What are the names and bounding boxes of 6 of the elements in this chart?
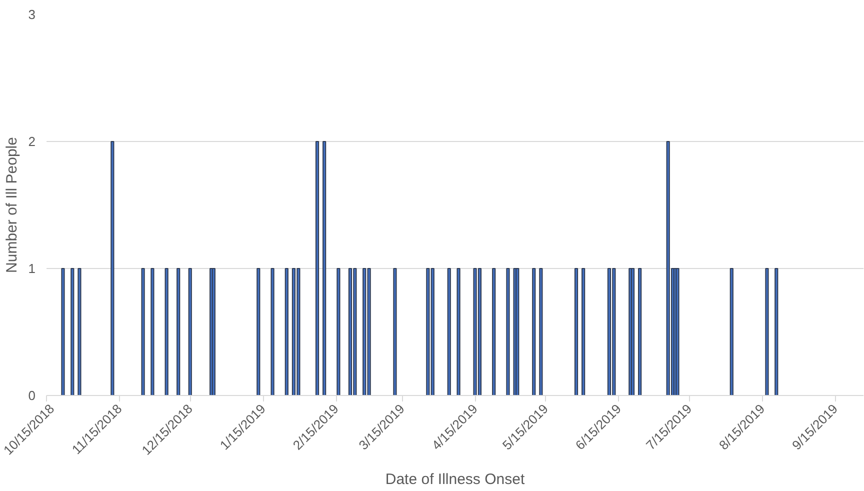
y-tick-label: 3 — [28, 7, 36, 22]
y-axis-title: Number of Ill People — [3, 137, 20, 273]
y-tick-label: 0 — [28, 388, 36, 403]
y-tick-label: 2 — [28, 134, 36, 149]
x-axis-title: Date of Illness Onset — [385, 471, 526, 488]
y-tick-label: 1 — [28, 261, 36, 276]
